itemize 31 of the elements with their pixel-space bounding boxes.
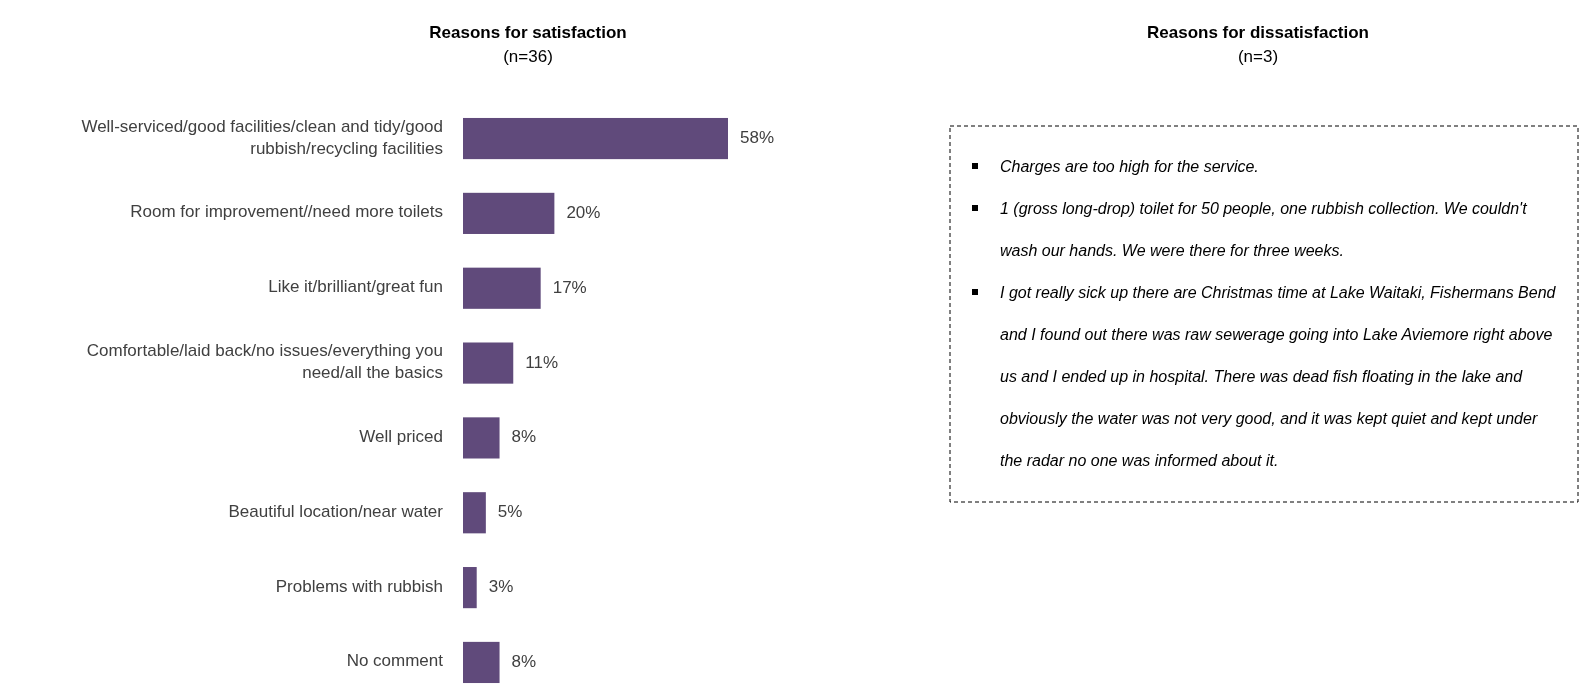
y-tick-label: Comfortable/laid back/no issues/everything you need/all the basics [86, 341, 443, 383]
y-tick-label: Room for improvement//need more toilets [130, 202, 443, 222]
text: Reasons for dissatisfaction [1146, 23, 1370, 42]
data-label: 58% [740, 128, 775, 148]
bar [463, 567, 477, 609]
data-label: 17% [552, 277, 587, 297]
data-label: 20% [566, 202, 601, 222]
text: Charges are too high for the service. [1000, 158, 1259, 176]
data-label: 11% [525, 352, 559, 372]
y-tick-label: Well-serviced/good facilities/clean and tidy/good rubbish/recycling facilities [81, 117, 443, 159]
y-tick-label: Problems with rubbish [275, 577, 443, 597]
y-tick-label: Beautiful location/near water [228, 502, 444, 522]
y-tick-label: Like it/brilliant/great fun [268, 277, 443, 297]
bar [463, 117, 728, 160]
data-label: 3% [488, 577, 514, 597]
bar [463, 492, 486, 534]
bar [463, 417, 500, 459]
data-label: 5% [497, 502, 523, 522]
y-tick-label: No comment [346, 651, 444, 671]
bar [463, 192, 555, 234]
chart-subtitle: (n=36) [503, 47, 553, 66]
text: 1 (gross long-drop) toilet for 50 people, one rubbish collection. We couldn't wash our hands. We were there for three weeks. [1000, 200, 1527, 260]
y-tick-label: Well priced [359, 427, 443, 447]
text: I got really sick up there are Christmas time at Lake Waitaki, Fishermans Bend and I found out there was raw sewerage going into Lake Aviemore right above us and I ended up in hospital. There was dead fish floating in the lake and obviously the water was not very good, and it was kept quiet and kept under the radar no one was informed about it. [1000, 284, 1556, 470]
text: (n=3) [1237, 47, 1279, 66]
bar [463, 342, 514, 384]
data-label: 8% [511, 427, 537, 447]
data-label: 8% [511, 651, 537, 671]
bar [463, 267, 541, 309]
bar [463, 641, 500, 684]
chart-title: Reasons for satisfaction [429, 23, 627, 42]
